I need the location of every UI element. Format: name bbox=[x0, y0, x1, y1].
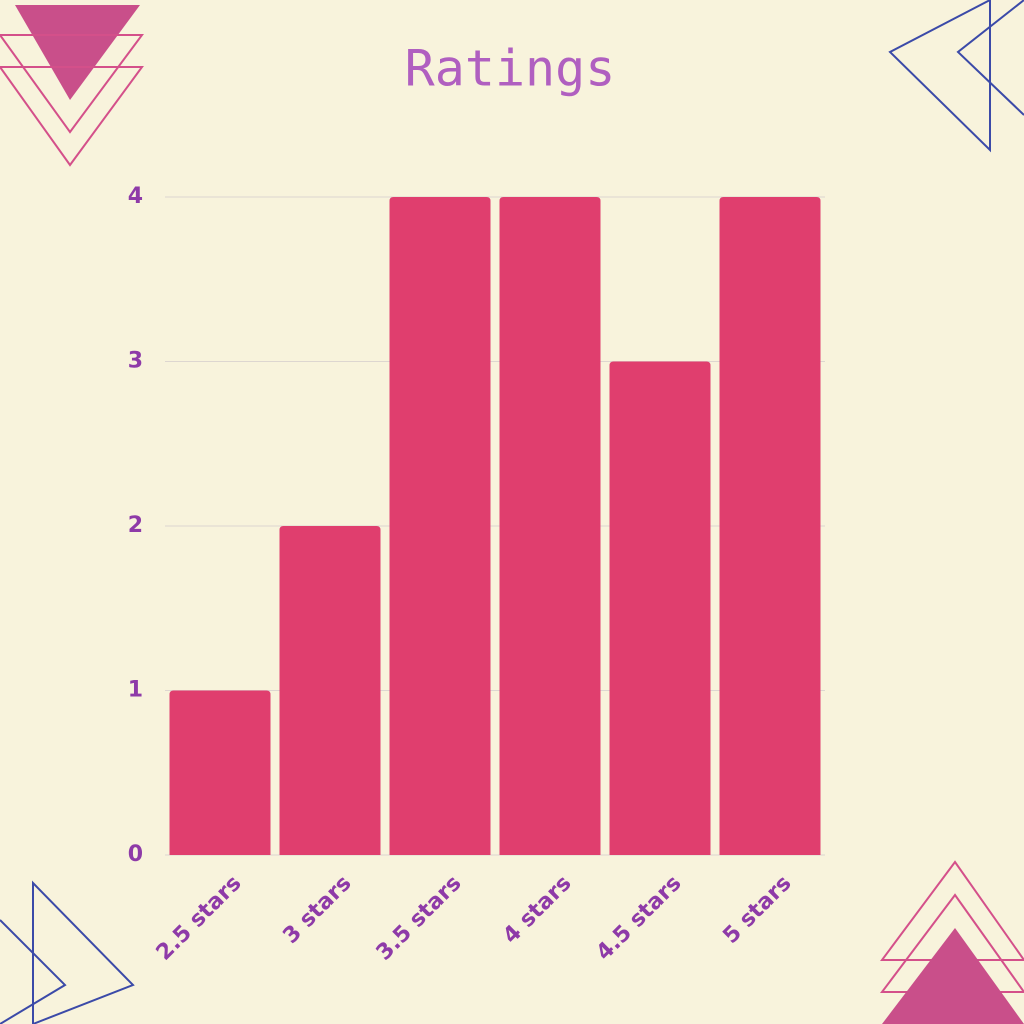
bar bbox=[609, 361, 711, 855]
y-tick-label: 0 bbox=[128, 842, 143, 867]
triangle bbox=[0, 34, 144, 134]
chart-title: Ratings bbox=[405, 40, 616, 98]
bar bbox=[169, 690, 271, 855]
y-tick-label: 2 bbox=[128, 513, 143, 538]
bar bbox=[719, 197, 821, 855]
bar bbox=[389, 197, 491, 855]
triangle bbox=[888, 0, 991, 153]
triangle bbox=[0, 919, 67, 1024]
triangle bbox=[882, 928, 1024, 1024]
triangle bbox=[956, 0, 1024, 116]
y-tick-label: 1 bbox=[128, 678, 143, 703]
y-tick-label: 4 bbox=[128, 184, 143, 209]
triangle bbox=[0, 66, 144, 167]
bar bbox=[499, 197, 601, 855]
triangle bbox=[15, 5, 140, 100]
y-tick-label: 3 bbox=[128, 349, 143, 374]
bar bbox=[279, 526, 381, 855]
